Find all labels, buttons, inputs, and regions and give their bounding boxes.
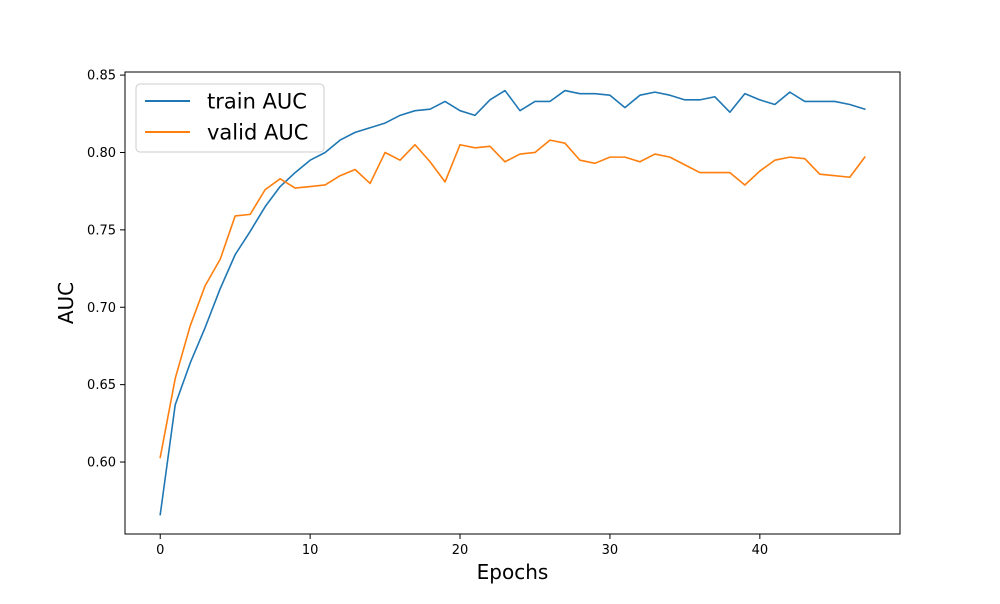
y-tick-label: 0.60 (87, 456, 116, 471)
series-line-train-auc (159, 89, 866, 516)
x-tick-label: 20 (452, 543, 469, 558)
x-tick-label: 0 (156, 543, 164, 558)
x-tick-label: 40 (752, 543, 769, 558)
legend-label-valid-auc: valid AUC (207, 121, 308, 145)
plot-frame (124, 71, 901, 535)
legend-label-train-auc: train AUC (207, 90, 307, 114)
series-line-valid-auc (159, 139, 866, 459)
y-tick-label: 0.75 (87, 223, 116, 238)
x-axis-ticks: 0 10 20 30 40 (156, 534, 768, 558)
y-tick-label: 0.85 (87, 69, 116, 84)
x-tick-label: 30 (602, 543, 619, 558)
legend: train AUC valid AUC (135, 83, 325, 153)
series-layer (159, 89, 866, 516)
y-tick-label: 0.70 (87, 301, 116, 316)
y-axis-ticks: 0.60 0.65 0.70 0.75 0.80 0.85 (87, 69, 125, 471)
x-axis-label: Epochs (477, 560, 549, 584)
y-tick-label: 0.65 (87, 378, 116, 393)
y-axis-label: AUC (54, 282, 78, 324)
x-tick-label: 10 (302, 543, 319, 558)
y-tick-label: 0.80 (87, 146, 116, 161)
